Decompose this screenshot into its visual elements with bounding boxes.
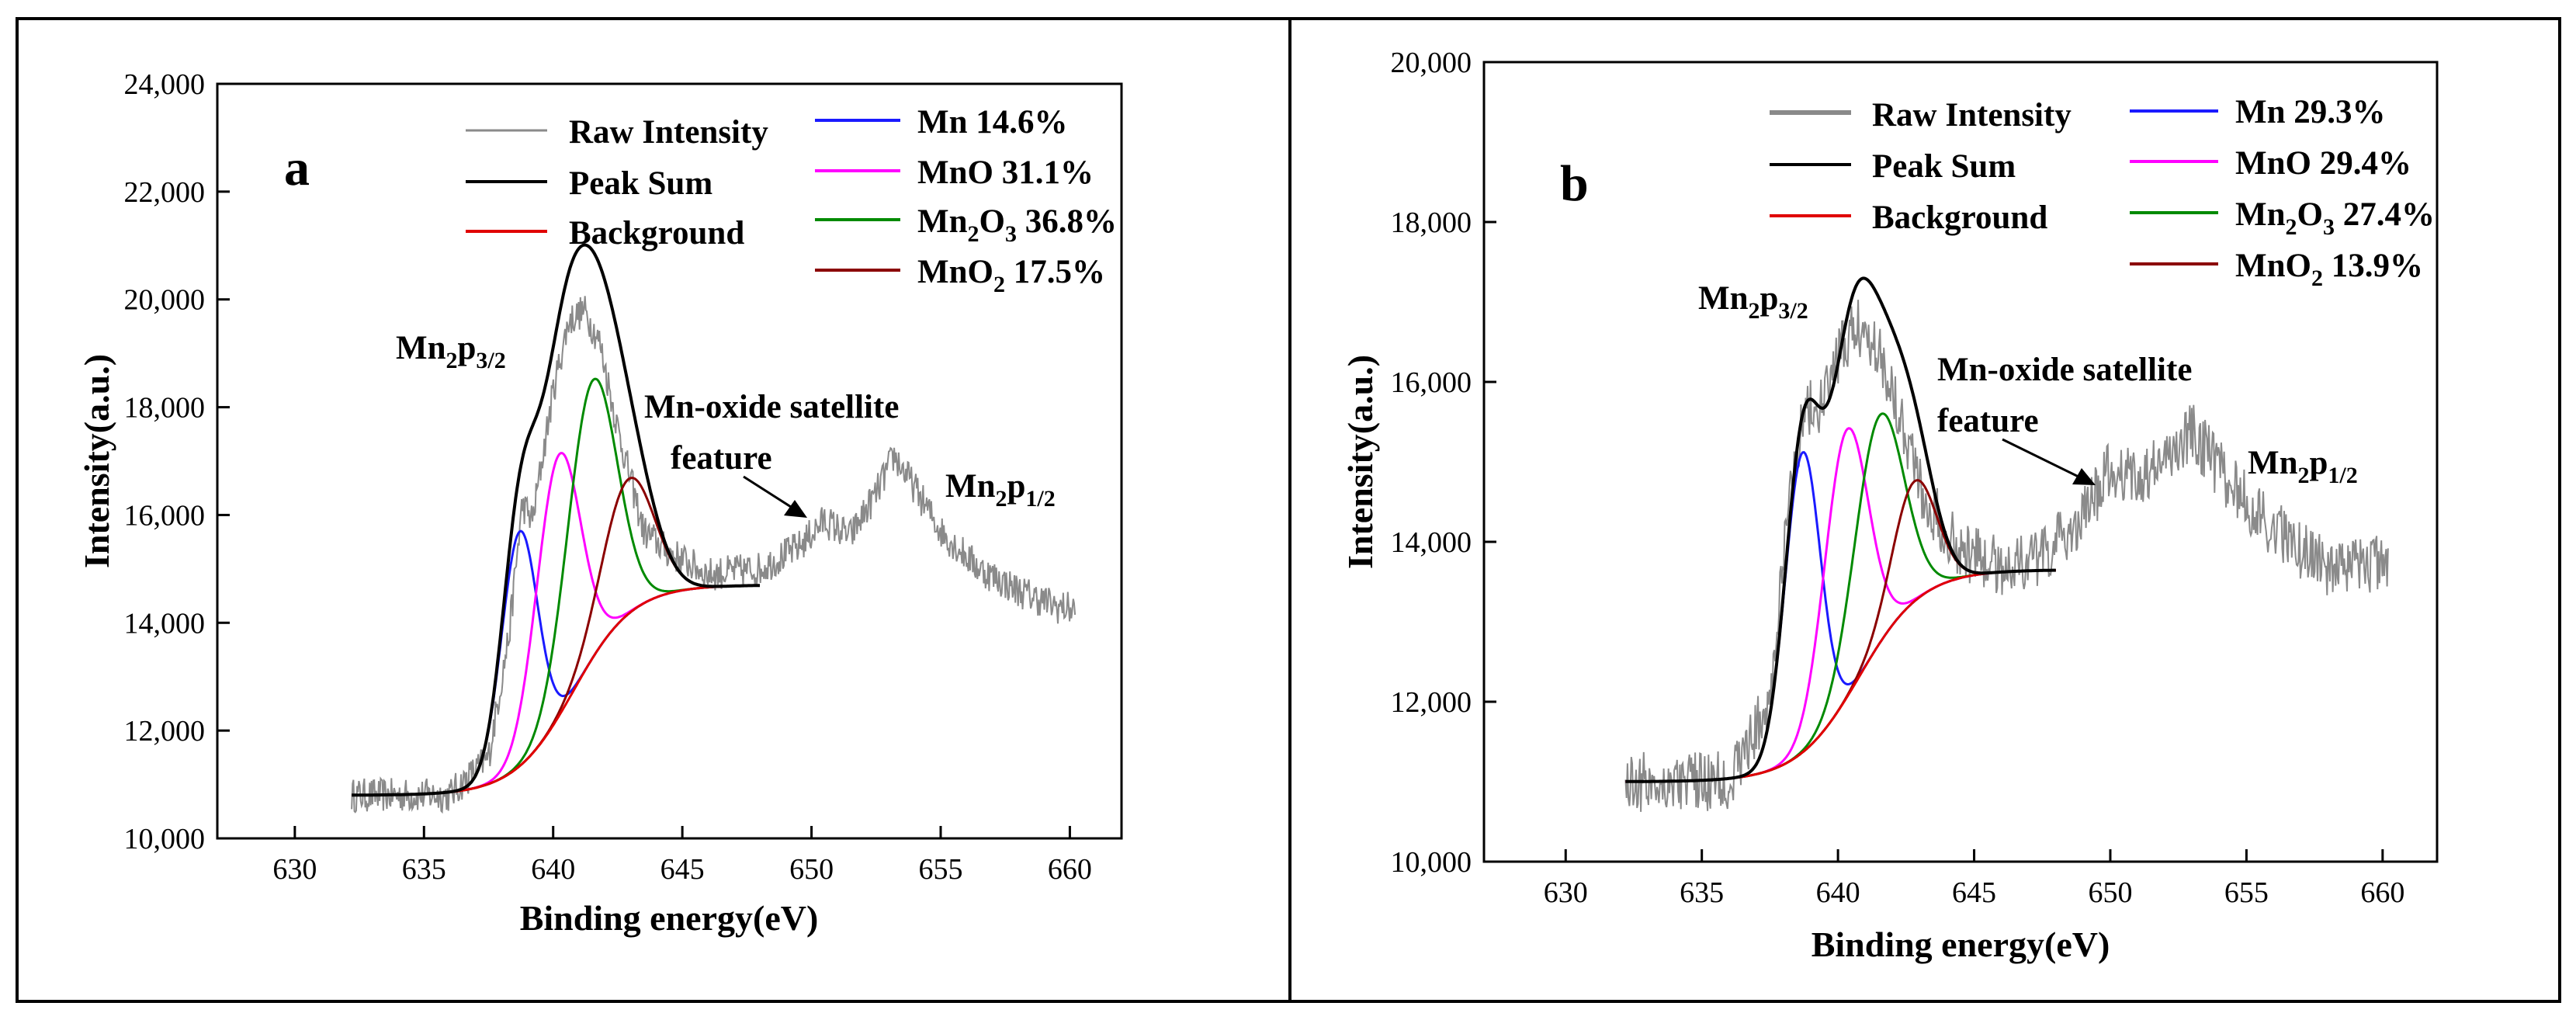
panel-a-curves: [351, 243, 1077, 814]
y-tick-label: 16,000: [1391, 366, 1472, 399]
panel-b-curves: [1624, 276, 2389, 812]
legend-label-mno2: MnO2 17.5%: [917, 254, 1105, 297]
panel-b-frame: [1288, 17, 2561, 1003]
legend-label-mn: Mn 14.6%: [917, 104, 1068, 141]
panel-b-legend: Raw Intensity Peak Sum Background Mn 29.…: [1770, 94, 2435, 291]
x-tick-label: 630: [1544, 876, 1588, 909]
series-mn2o3: [1625, 412, 2056, 783]
y-tick-label: 12,000: [1391, 686, 1472, 719]
y-tick-label: 20,000: [124, 284, 206, 317]
y-tick-label: 10,000: [124, 823, 206, 855]
y-tick-label: 20,000: [1391, 47, 1472, 79]
x-tick-label: 650: [2088, 876, 2132, 909]
series-raw-intensity: [351, 296, 1077, 814]
y-tick-label: 16,000: [124, 499, 206, 532]
x-tick-label: 655: [919, 853, 963, 886]
y-tick-label: 14,000: [124, 607, 206, 640]
panel-a-letter: a: [284, 140, 310, 196]
panel-a-ticks: 630 635 640 645 650 655 660 10,000 12,000 14,000 1…: [124, 68, 1092, 886]
legend-label-raw: Raw Intensity: [1872, 97, 2072, 134]
y-tick-label: 22,000: [124, 176, 206, 209]
legend-label-mn2o3: Mn2O3 36.8%: [917, 203, 1117, 247]
panel-a-annot-satellite-1: Mn-oxide satellite: [644, 389, 899, 425]
x-tick-label: 630: [272, 853, 317, 886]
x-tick-label: 640: [531, 853, 575, 886]
series-peak-sum: [352, 243, 760, 797]
x-tick-label: 650: [789, 853, 834, 886]
panel-a-annot-mn2p12: Mn2p1/2: [945, 468, 1056, 512]
series-peak-sum: [1625, 276, 2056, 783]
panel-b-annot-mn2p32: Mn2p3/2: [1698, 280, 1808, 324]
y-tick-label: 10,000: [1391, 846, 1472, 879]
x-tick-label: 645: [660, 853, 705, 886]
panel-b-satellite-arrow-line: [2002, 438, 2089, 483]
panel-a-legend: Raw Intensity Peak Sum Background Mn 14.…: [466, 104, 1117, 297]
legend-label-peak-sum: Peak Sum: [569, 165, 712, 202]
series-raw-intensity: [1624, 300, 2389, 812]
y-tick-label: 14,000: [1391, 526, 1472, 559]
legend-label-mno2: MnO2 13.9%: [2235, 248, 2423, 291]
series-mn: [1625, 450, 2056, 783]
legend-label-background: Background: [569, 215, 744, 252]
y-tick-label: 18,000: [124, 392, 206, 425]
x-tick-label: 645: [1952, 876, 1996, 909]
panel-b-ticks: 630 635 640 645 650 655 660 10,000 12,000 14,000 1…: [1391, 47, 2405, 909]
panel-a-annot-satellite-2: feature: [671, 440, 772, 477]
panel-b-ylabel: Intensity(a.u.): [1340, 355, 1380, 569]
panel-b: 630 635 640 645 650 655 660 10,000 12,000 14,000 1…: [1340, 47, 2439, 964]
legend-label-peak-sum: Peak Sum: [1872, 148, 2016, 185]
panel-a-annot-mn2p32: Mn2p3/2: [396, 330, 506, 373]
legend-label-raw: Raw Intensity: [569, 114, 768, 151]
panel-a-plot-frame: [216, 82, 1123, 840]
x-tick-label: 660: [2360, 876, 2404, 909]
panel-b-satellite-arrow-head: [2072, 468, 2096, 485]
panel-b-annot-satellite-1: Mn-oxide satellite: [1937, 352, 2192, 388]
x-tick-label: 660: [1048, 853, 1092, 886]
y-tick-label: 18,000: [1391, 206, 1472, 239]
legend-label-mn: Mn 29.3%: [2235, 94, 2386, 130]
panel-b-xlabel: Binding energy(eV): [1812, 925, 2110, 964]
y-tick-label: 12,000: [124, 715, 206, 748]
panel-a-satellite-arrow-head: [784, 500, 807, 518]
legend-label-mno: MnO 31.1%: [917, 154, 1094, 191]
x-tick-label: 640: [1816, 876, 1860, 909]
x-tick-label: 635: [402, 853, 446, 886]
series-mno2: [352, 477, 760, 796]
x-tick-label: 655: [2224, 876, 2269, 909]
legend-label-mn2o3: Mn2O3 27.4%: [2235, 196, 2435, 240]
panel-a-satellite-arrow-line: [743, 475, 800, 514]
panel-b-plot-frame: [1482, 61, 2439, 863]
legend-label-mno: MnO 29.4%: [2235, 145, 2411, 182]
panel-a-xlabel: Binding energy(eV): [520, 898, 819, 938]
x-tick-label: 635: [1680, 876, 1724, 909]
legend-label-background: Background: [1872, 200, 2047, 236]
y-tick-label: 24,000: [124, 68, 206, 101]
series-mno2: [1625, 479, 2056, 783]
panel-a: 630 635 640 645 650 655 660 10,000 12,000 14,000 1…: [77, 68, 1123, 938]
panel-b-annot-mn2p12: Mn2p1/2: [2248, 445, 2358, 488]
panel-b-annot-satellite-2: feature: [1937, 403, 2039, 439]
panel-a-ylabel: Intensity(a.u.): [77, 354, 116, 568]
series-mno: [1625, 427, 2056, 783]
panel-b-letter: b: [1560, 155, 1589, 212]
